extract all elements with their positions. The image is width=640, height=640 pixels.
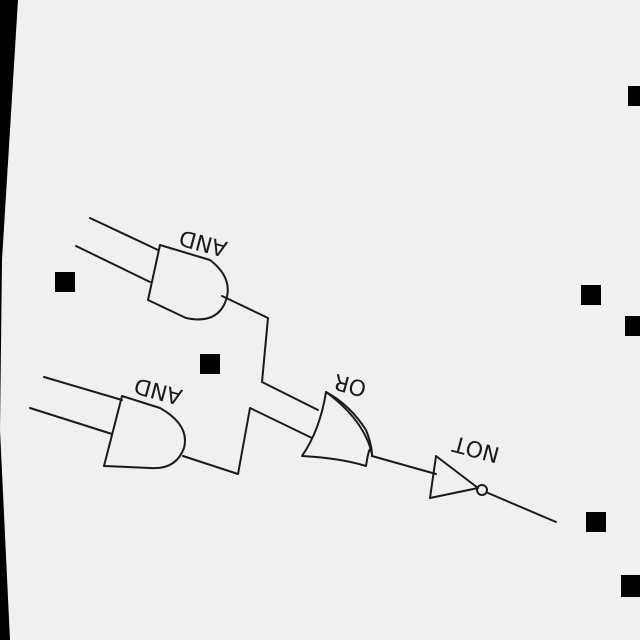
input-wire [75,245,151,283]
input-wire [43,376,123,401]
or-gate-curve [325,391,373,457]
input-wire [29,407,113,435]
registration-marker [625,316,640,336]
registration-marker [55,272,75,292]
registration-marker [581,285,601,305]
input-wire [89,217,159,251]
or-gate-body [301,391,373,467]
wire-or-to-not [371,455,437,475]
not-gate-body [429,455,479,499]
registration-marker [586,512,606,532]
registration-marker [200,354,220,374]
not-gate-bubble [476,484,488,496]
wire-and-top-to-or [221,295,319,411]
output-wire [487,492,557,523]
and-gate-body [147,244,229,321]
registration-marker [621,575,640,597]
and-gate-body [103,395,186,470]
registration-marker [628,86,640,106]
wire-and-bottom-to-or [182,407,313,475]
